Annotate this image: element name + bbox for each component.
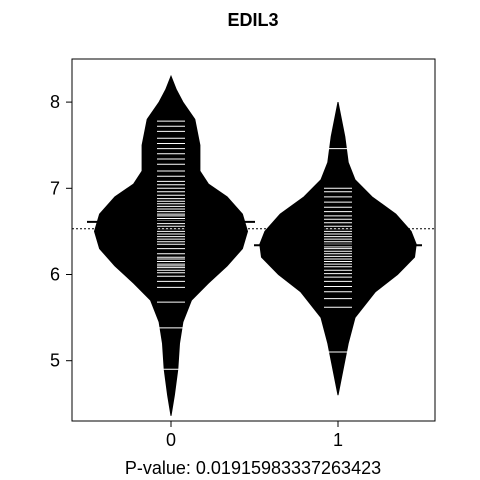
x-tick-label: 1: [333, 430, 343, 450]
y-tick-label: 5: [50, 351, 60, 371]
plot-frame: [71, 58, 436, 422]
x-tick-label: 0: [166, 430, 176, 450]
y-tick-label: 8: [50, 92, 60, 112]
y-tick-label: 6: [50, 265, 60, 285]
axes: 5 6 7 8 0 1: [50, 92, 343, 450]
y-tick-label: 7: [50, 178, 60, 198]
chart-title: EDIL3: [227, 10, 278, 30]
bean-shape-0: [93, 74, 249, 416]
plot-area: [72, 74, 435, 416]
x-axis-label: P-value: 0.01915983337263423: [125, 458, 381, 478]
